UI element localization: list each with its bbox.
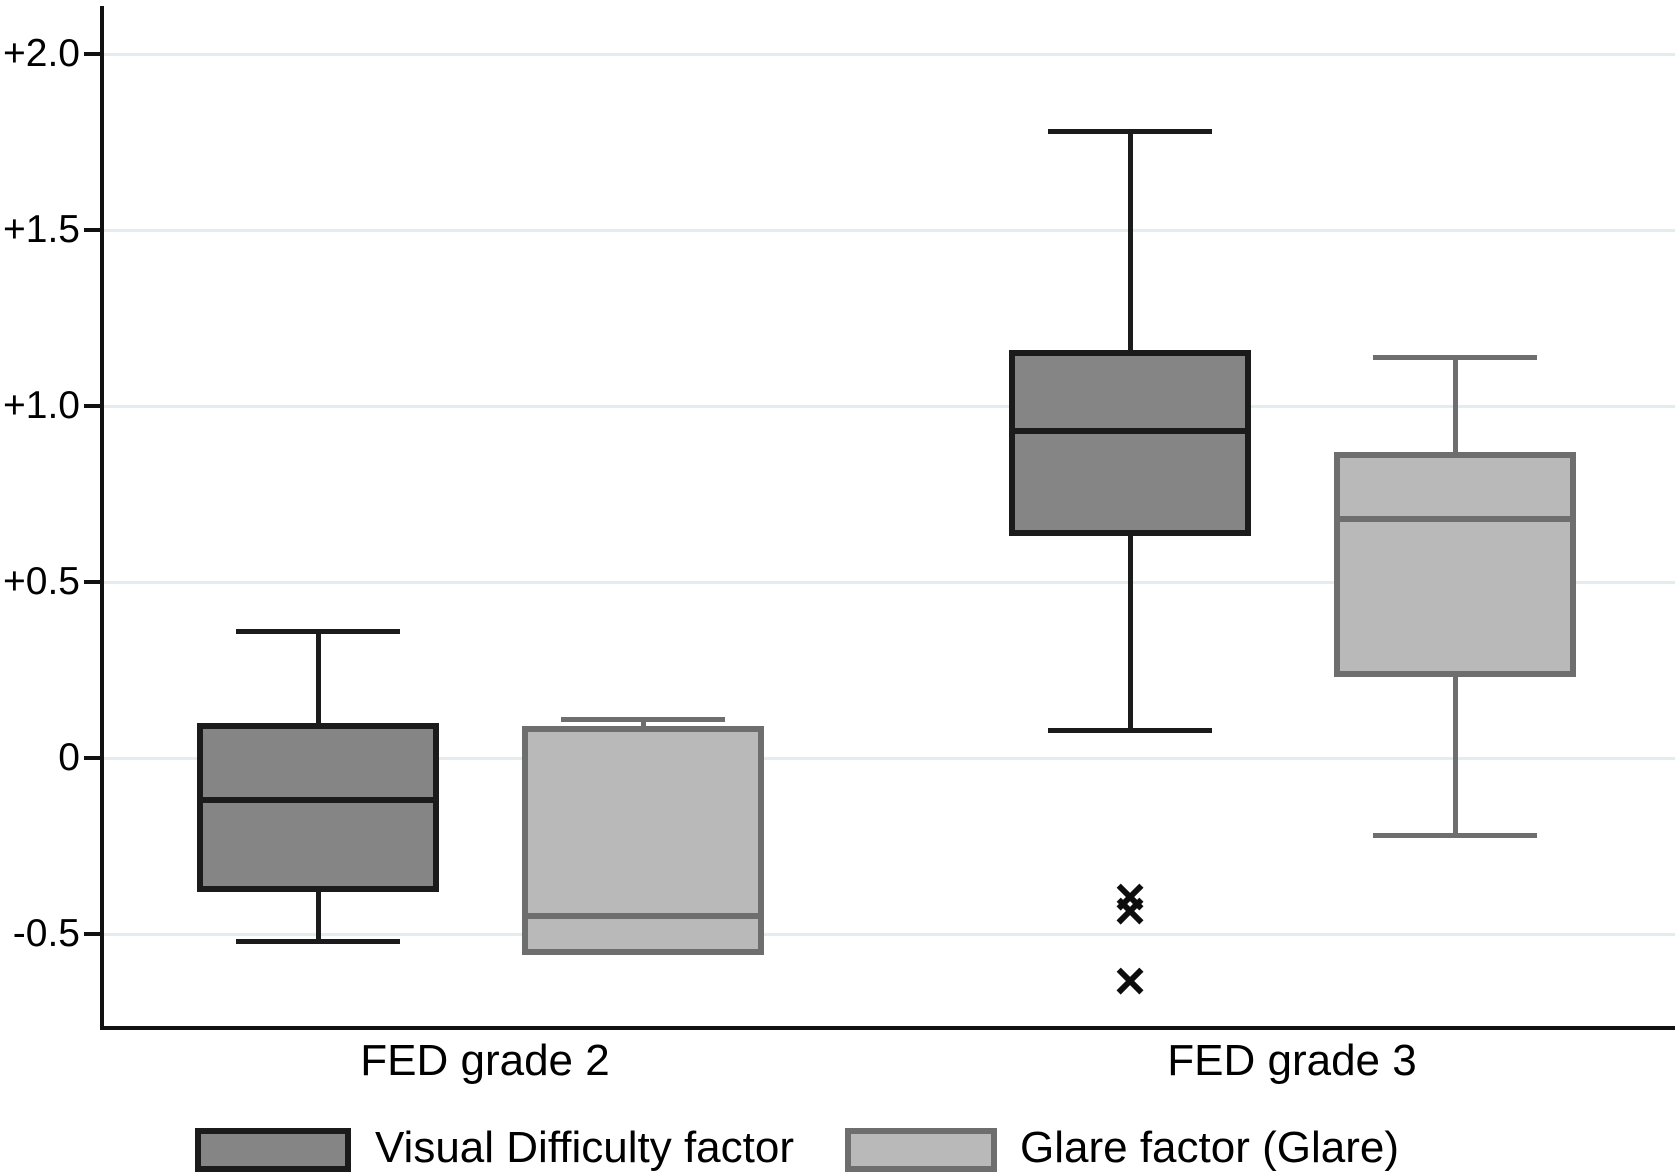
legend-swatch-glare <box>845 1128 997 1172</box>
y-axis-line <box>100 6 104 1030</box>
whisker-lower-cap <box>1373 833 1537 838</box>
gridline <box>104 229 1675 232</box>
legend-swatch-visual-difficulty <box>195 1128 351 1172</box>
y-tick-label: +1.5 <box>3 208 80 251</box>
gridline <box>104 581 1675 584</box>
iqr-box <box>1334 452 1576 677</box>
whisker-lower-stem <box>1128 536 1133 730</box>
y-tick-label: +1.0 <box>3 384 80 427</box>
y-tick-label: +0.5 <box>3 560 80 603</box>
y-tick-label: -0.5 <box>12 912 80 955</box>
outlier-marker: × <box>1114 866 1146 927</box>
y-tick-mark <box>84 580 100 584</box>
median-line <box>1009 428 1251 434</box>
x-axis-label-fed-grade-3: FED grade 3 <box>1167 1036 1417 1085</box>
x-axis-label-fed-grade-2: FED grade 2 <box>360 1036 610 1085</box>
whisker-upper-stem <box>1453 357 1458 452</box>
median-line <box>522 913 764 919</box>
whisker-lower-cap <box>1048 728 1212 733</box>
iqr-box <box>522 726 764 955</box>
whisker-lower-stem <box>1453 677 1458 835</box>
y-tick-mark <box>84 228 100 232</box>
whisker-upper-cap <box>236 629 400 634</box>
whisker-upper-cap <box>1048 129 1212 134</box>
legend-label-visual-difficulty: Visual Difficulty factor <box>375 1123 794 1172</box>
whisker-upper-stem <box>641 719 646 726</box>
legend-label-glare: Glare factor (Glare) <box>1020 1123 1399 1172</box>
median-line <box>1334 516 1576 522</box>
whisker-upper-stem <box>316 631 321 723</box>
x-axis-line <box>100 1026 1675 1030</box>
whisker-upper-cap <box>561 717 725 722</box>
iqr-box <box>1009 350 1251 536</box>
whisker-lower-stem <box>316 892 321 941</box>
median-line <box>197 797 439 803</box>
y-tick-label: +2.0 <box>3 32 80 75</box>
outlier-marker: × <box>1114 950 1146 1011</box>
y-tick-label: 0 <box>58 736 80 779</box>
y-tick-mark <box>84 52 100 56</box>
gridline <box>104 757 1675 760</box>
iqr-box <box>197 723 439 892</box>
whisker-upper-cap <box>1373 355 1537 360</box>
gridline <box>104 933 1675 936</box>
gridline <box>104 405 1675 408</box>
y-tick-mark <box>84 756 100 760</box>
gridline <box>104 53 1675 56</box>
whisker-lower-cap <box>236 939 400 944</box>
y-tick-mark <box>84 404 100 408</box>
y-tick-mark <box>84 932 100 936</box>
whisker-upper-stem <box>1128 131 1133 350</box>
outlier-marker: × <box>1114 880 1146 941</box>
